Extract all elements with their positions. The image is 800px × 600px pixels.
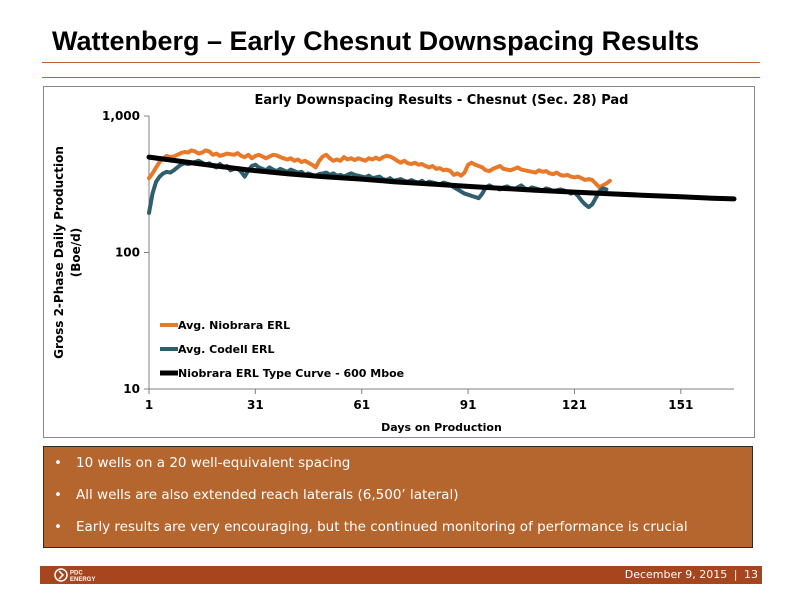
x-tick-label: 1	[145, 398, 153, 412]
bullet-glyph: •	[54, 519, 62, 535]
y-tick-label: 1,000	[102, 109, 140, 123]
series-line-3	[146, 154, 737, 202]
legend-label: Avg. Niobrara ERL	[178, 319, 290, 332]
bullet-item: • 10 wells on a 20 well-equivalent spacin…	[54, 455, 350, 471]
bullet-text-3: Early results are very encouraging, but …	[76, 519, 688, 535]
x-tick-label: 31	[247, 398, 264, 412]
pdc-energy-logo: PDC ENERGY	[54, 568, 95, 582]
y-tick-label: 100	[115, 246, 140, 260]
bullet-glyph: •	[54, 487, 62, 503]
page-title: Wattenberg – Early Chesnut Downspacing R…	[52, 26, 700, 56]
bullet-box: • 10 wells on a 20 well-equivalent spacin…	[43, 446, 753, 548]
x-tick-label: 121	[562, 398, 587, 412]
footer-bar: PDC ENERGY December 9, 2015 | 13	[40, 566, 762, 584]
y-axis-label: (Boe/d)	[69, 228, 83, 277]
y-tick-label: 10	[123, 382, 140, 396]
bullet-text-1: 10 wells on a 20 well-equivalent spacing	[76, 455, 351, 471]
y-axis-label: Gross 2-Phase Daily Production	[52, 146, 66, 359]
footer-separator: |	[733, 568, 738, 581]
title-rule-bottom	[42, 77, 760, 78]
x-axis-label: Days on Production	[381, 421, 502, 434]
legend-label: Avg. Codell ERL	[178, 343, 275, 356]
legend-label: Niobrara ERL Type Curve - 600 Mboe	[178, 367, 404, 380]
series-line-1	[147, 148, 612, 190]
bullet-text-2: All wells are also extended reach latera…	[76, 487, 459, 503]
footer-date: December 9, 2015	[624, 568, 728, 581]
svg-text:ENERGY: ENERGY	[70, 577, 95, 582]
x-tick-label: 91	[460, 398, 477, 412]
chart-title: Early Downspacing Results - Chesnut (Sec…	[255, 93, 629, 108]
footer-date-page: December 9, 2015 | 13	[625, 568, 758, 581]
bullet-glyph: •	[54, 455, 62, 471]
svg-text:PDC: PDC	[70, 571, 83, 577]
bullet-item: • All wells are also extended reach later…	[54, 487, 458, 503]
chart-frame: Early Downspacing Results - Chesnut (Sec…	[43, 86, 755, 438]
production-chart: Early Downspacing Results - Chesnut (Sec…	[52, 93, 737, 434]
x-tick-label: 61	[353, 398, 370, 412]
bullet-item: • Early results are very encouraging, but…	[54, 519, 688, 535]
page-number: 13	[744, 568, 758, 581]
title-rule-top	[42, 62, 760, 63]
x-tick-label: 151	[668, 398, 693, 412]
